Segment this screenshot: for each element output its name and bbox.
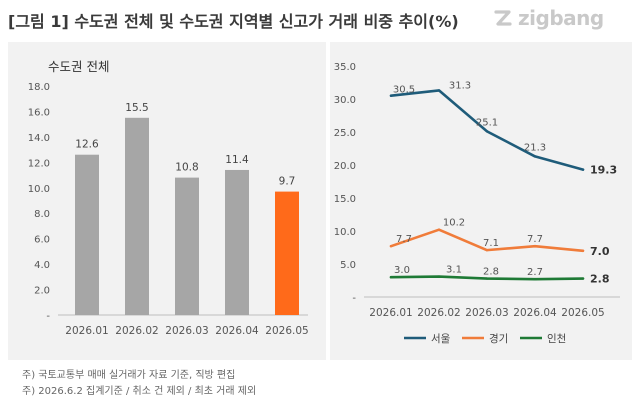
bar-value-label: 12.6 — [75, 139, 99, 151]
bar-y-tick-label: 10.0 — [28, 184, 50, 195]
bar-x-tick-label: 2026.05 — [265, 325, 308, 337]
series-value-label-경기: 7.7 — [527, 234, 543, 245]
line-y-tick-label: 35.0 — [334, 62, 356, 73]
bar-value-label: 11.4 — [225, 154, 249, 166]
legend-label-인천: 인천 — [547, 333, 566, 345]
series-point-서울 — [437, 89, 441, 92]
series-point-인천 — [533, 277, 537, 281]
series-point-서울 — [533, 155, 537, 158]
bar-chart: - 2.0 4.0 6.0 8.0 10.0 12.0 14.0 16.0 18.0 12.6 202… — [28, 82, 309, 337]
bar-value-label: 15.5 — [125, 102, 148, 114]
series-point-서울 — [485, 130, 489, 133]
bar-y-tick-label: 2.0 — [34, 286, 50, 297]
series-point-인천 — [437, 275, 441, 278]
series-value-label-경기: 7.7 — [396, 234, 412, 245]
zigbang-logo: zigbang — [492, 6, 604, 30]
bar-y-tick-label: - — [46, 311, 50, 322]
page-title: [그림 1] 수도권 전체 및 수도권 지역별 신고가 거래 비중 추이(%) — [8, 12, 459, 31]
line-y-tick-label: 10.0 — [334, 227, 356, 238]
bar-y-tick-label: 4.0 — [34, 260, 50, 271]
line-chart: - 5.0 10.0 15.0 20.0 25.0 30.0 35.0 2026.01 2026.… — [334, 62, 620, 345]
bar-2026.04 — [225, 169, 249, 315]
series-value-label-서울: 21.3 — [524, 142, 546, 153]
bar-2026.05 — [275, 191, 299, 315]
series-value-label-경기: 10.2 — [443, 218, 465, 229]
series-point-경기 — [389, 244, 393, 248]
series-value-label-서울: 30.5 — [393, 85, 415, 96]
series-value-label-인천: 2.7 — [527, 267, 543, 278]
line-x-tick-label: 2026.01 — [369, 307, 412, 319]
legend-label-경기: 경기 — [489, 332, 508, 345]
bar-chart-panel: 수도권 전체 - 2.0 4.0 6.0 8.0 10.0 12.0 14.0 16.0 18.0… — [8, 42, 326, 360]
line-x-tick-label: 2026.02 — [417, 307, 460, 319]
bar-value-label: 9.7 — [279, 176, 296, 188]
line-y-tick-label: 5.0 — [340, 260, 356, 271]
bar-x-tick-label: 2026.03 — [165, 325, 208, 337]
series-end-label-인천: 2.8 — [590, 273, 610, 286]
series-point-경기 — [581, 249, 585, 252]
series-point-인천 — [389, 276, 393, 279]
series-value-label-인천: 3.1 — [446, 265, 462, 276]
bar-x-tick-label: 2026.01 — [65, 325, 108, 337]
series-point-서울 — [581, 168, 585, 171]
bar-y-tick-label: 14.0 — [28, 133, 50, 144]
bar-value-label: 10.8 — [175, 162, 198, 174]
zigbang-logo-icon — [494, 10, 512, 26]
series-end-label-경기: 7.0 — [590, 245, 610, 258]
bar-chart-title: 수도권 전체 — [48, 59, 110, 74]
line-x-tick-label: 2026.05 — [561, 307, 604, 319]
bar-2026.02 — [125, 117, 149, 315]
series-point-경기 — [485, 248, 489, 252]
series-value-label-인천: 2.8 — [483, 267, 499, 278]
bar-y-tick-label: 16.0 — [28, 107, 50, 118]
footnote-source: 주) 국토교통부 매매 실거래가 자료 기준, 직방 편집 — [22, 370, 236, 381]
footnote-criteria: 주) 2026.6.2 집계기준 / 취소 건 제외 / 최초 거래 제외 — [22, 386, 257, 397]
bar-2026.03 — [175, 177, 199, 315]
series-value-label-인천: 3.0 — [394, 265, 410, 276]
bar-x-tick-label: 2026.04 — [215, 325, 259, 337]
series-line-서울 — [389, 89, 585, 171]
footnotes: 주) 국토교통부 매매 실거래가 자료 기준, 직방 편집 주) 2026.6.… — [22, 368, 256, 400]
legend-label-서울: 서울 — [431, 333, 451, 345]
bar-y-tick-label: 12.0 — [28, 158, 50, 169]
bar-x-tick-label: 2026.02 — [115, 325, 158, 337]
line-y-tick-label: 25.0 — [334, 128, 356, 139]
series-value-label-서울: 31.3 — [449, 80, 471, 91]
series-point-경기 — [437, 228, 441, 231]
bar-y-tick-label: 18.0 — [28, 82, 50, 93]
series-point-서울 — [389, 94, 393, 97]
series-value-label-경기: 7.1 — [483, 238, 499, 249]
line-y-tick-label: 20.0 — [334, 161, 356, 172]
line-y-tick-label: 15.0 — [334, 194, 356, 205]
line-y-tick-label: 30.0 — [334, 95, 356, 106]
line-x-tick-label: 2026.03 — [465, 307, 508, 319]
bar-y-tick-label: 6.0 — [34, 235, 50, 246]
line-y-tick-label: - — [352, 293, 356, 304]
series-end-label-서울: 19.3 — [590, 164, 617, 177]
bar-y-tick-label: 8.0 — [34, 209, 50, 220]
logo-text: zigbang — [518, 6, 604, 30]
line-x-tick-label: 2026.04 — [513, 307, 557, 319]
series-point-경기 — [533, 244, 537, 248]
bar-2026.01 — [75, 154, 99, 315]
series-point-인천 — [581, 277, 585, 280]
line-chart-panel: - 5.0 10.0 15.0 20.0 25.0 30.0 35.0 2026.01 2026.… — [330, 42, 632, 360]
series-value-label-서울: 25.1 — [476, 117, 498, 128]
series-point-인천 — [485, 277, 489, 280]
